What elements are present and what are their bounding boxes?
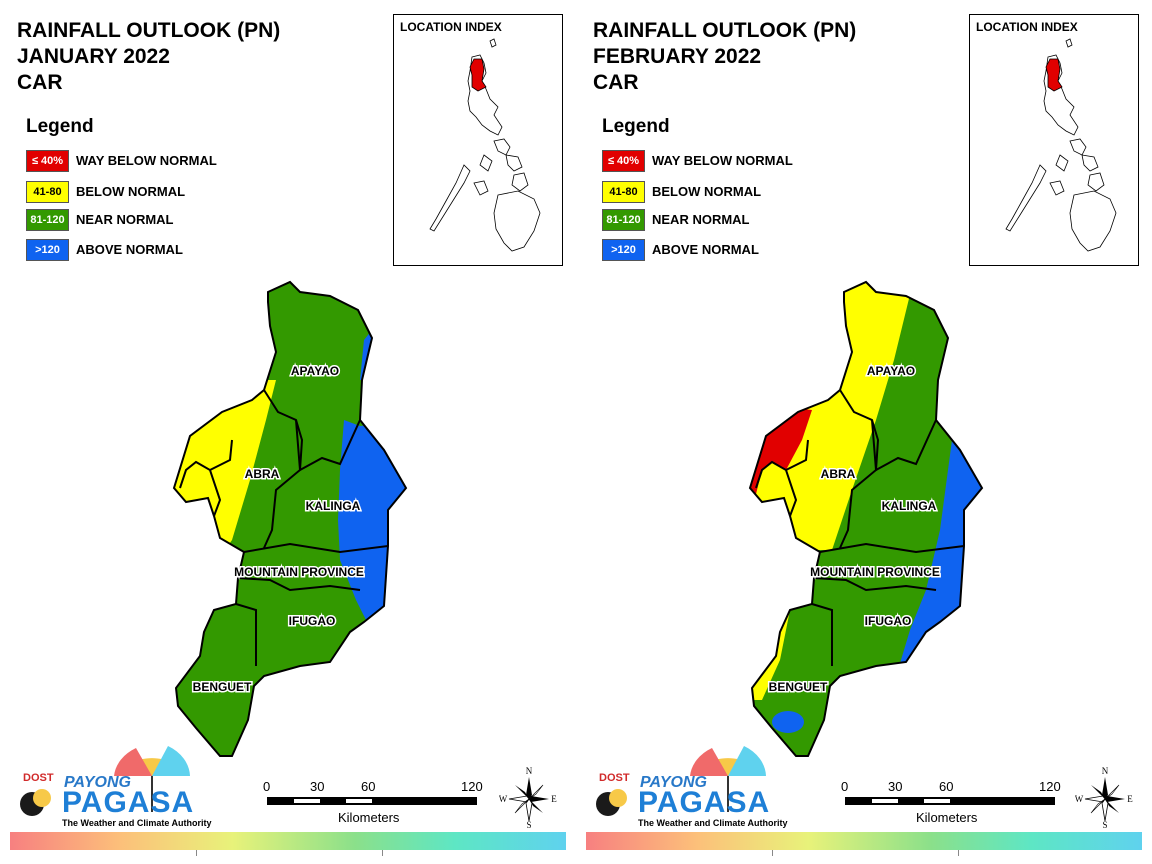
legend-swatch: 41-80 bbox=[26, 181, 69, 203]
logo-payong-text: PAYONG bbox=[640, 774, 707, 791]
scale-tick: 30 bbox=[310, 779, 325, 794]
above-normal-patch bbox=[772, 711, 804, 733]
color-footer-strip bbox=[10, 832, 566, 856]
legend-swatch: >120 bbox=[602, 239, 645, 261]
legend-title: Legend bbox=[26, 116, 94, 137]
svg-text:W: W bbox=[499, 794, 508, 804]
province-boundaries bbox=[172, 280, 408, 757]
province-boundaries bbox=[748, 280, 984, 757]
legend-swatch: 81-120 bbox=[602, 209, 645, 231]
svg-text:S: S bbox=[1102, 820, 1107, 830]
svg-text:E: E bbox=[551, 794, 557, 804]
legend-label: ABOVE NORMAL bbox=[76, 242, 183, 257]
title-line-1: RAINFALL OUTLOOK (PN) bbox=[593, 19, 857, 42]
title-line-1: RAINFALL OUTLOOK (PN) bbox=[17, 19, 281, 42]
scale-tick: 120 bbox=[461, 779, 483, 794]
logo-payong-text: PAYONG bbox=[64, 774, 131, 791]
philippines-outline-icon bbox=[429, 38, 541, 252]
scale-tick: 60 bbox=[361, 779, 376, 794]
legend-swatch: ≤ 40% bbox=[26, 150, 69, 172]
legend-label: BELOW NORMAL bbox=[76, 184, 186, 199]
province-label-abra: ABRA bbox=[821, 467, 856, 481]
inset-title: LOCATION INDEX bbox=[976, 20, 1078, 34]
outlook-panel-january: RAINFALL OUTLOOK (PN) JANUARY 2022 CAR L… bbox=[10, 14, 566, 856]
car-region-highlight bbox=[1045, 58, 1063, 92]
legend-title: Legend bbox=[602, 116, 670, 137]
legend-swatch: >120 bbox=[26, 239, 69, 261]
province-label-apayao: APAYAO bbox=[867, 364, 915, 378]
way-below-normal-zone bbox=[750, 400, 812, 494]
umbrella-icon bbox=[596, 746, 766, 816]
payong-pagasa-logo: DOST PAYONG PAGASA The Weather and Clima… bbox=[594, 738, 788, 834]
compass-rose-icon: N S W E bbox=[499, 766, 558, 830]
scale-bar-graphic bbox=[845, 797, 1055, 805]
location-index-inset: LOCATION INDEX bbox=[969, 14, 1139, 266]
car-rainfall-map: APAYAO ABRA KALINGA MOUNTAIN PROVINCE IF… bbox=[748, 280, 984, 757]
svg-text:S: S bbox=[526, 820, 531, 830]
logo-pagasa-text: PAGASA bbox=[638, 786, 771, 819]
province-label-ifugao: IFUGAO bbox=[289, 614, 336, 628]
province-label-mountain-province: MOUNTAIN PROVINCE bbox=[810, 565, 940, 579]
province-label-benguet: BENGUET bbox=[193, 680, 252, 694]
scale-tick: 0 bbox=[841, 779, 849, 794]
province-label-kalinga: KALINGA bbox=[882, 499, 937, 513]
scale-unit: Kilometers bbox=[916, 810, 978, 825]
scale-bar: 0 30 60 120 Kilometers bbox=[260, 776, 490, 836]
logo-pagasa-text: PAGASA bbox=[62, 786, 195, 819]
scale-tick: 0 bbox=[263, 779, 271, 794]
title-line-2: JANUARY 2022 bbox=[17, 45, 170, 68]
compass-rose-icon: N S W E bbox=[1075, 766, 1134, 830]
legend-label: NEAR NORMAL bbox=[652, 212, 750, 227]
title-line-2: FEBRUARY 2022 bbox=[593, 45, 762, 68]
scale-bar: 0 30 60 120 Kilometers bbox=[838, 776, 1068, 836]
province-label-kalinga: KALINGA bbox=[306, 499, 361, 513]
map-title: RAINFALL OUTLOOK (PN) FEBRUARY 2022 CAR bbox=[593, 18, 856, 96]
map-title: RAINFALL OUTLOOK (PN) JANUARY 2022 CAR bbox=[17, 18, 280, 96]
philippines-outline-icon bbox=[1005, 38, 1117, 252]
svg-text:W: W bbox=[1075, 794, 1084, 804]
province-label-abra: ABRA bbox=[245, 467, 280, 481]
legend-label: ABOVE NORMAL bbox=[652, 242, 759, 257]
umbrella-icon bbox=[20, 746, 190, 816]
province-label-apayao: APAYAO bbox=[291, 364, 339, 378]
color-footer-strip bbox=[586, 832, 1142, 856]
legend-label: WAY BELOW NORMAL bbox=[76, 153, 217, 168]
title-line-3: CAR bbox=[17, 71, 63, 94]
legend-label: WAY BELOW NORMAL bbox=[652, 153, 793, 168]
inset-title: LOCATION INDEX bbox=[400, 20, 502, 34]
location-index-inset: LOCATION INDEX bbox=[393, 14, 563, 266]
title-line-3: CAR bbox=[593, 71, 639, 94]
province-label-mountain-province: MOUNTAIN PROVINCE bbox=[234, 565, 364, 579]
scale-unit: Kilometers bbox=[338, 810, 400, 825]
legend-swatch: 41-80 bbox=[602, 181, 645, 203]
province-label-benguet: BENGUET bbox=[769, 680, 828, 694]
logo-dost-text: DOST bbox=[599, 772, 630, 784]
scale-tick: 120 bbox=[1039, 779, 1061, 794]
logo-tagline: The Weather and Climate Authority bbox=[638, 818, 788, 828]
payong-pagasa-logo: DOST PAYONG PAGASA The Weather and Clima… bbox=[18, 738, 212, 834]
logo-dost-text: DOST bbox=[23, 772, 54, 784]
scale-bar-graphic bbox=[267, 797, 477, 805]
car-region-highlight bbox=[469, 58, 487, 92]
legend-swatch: ≤ 40% bbox=[602, 150, 645, 172]
legend-swatch: 81-120 bbox=[26, 209, 69, 231]
outlook-panel-february: RAINFALL OUTLOOK (PN) FEBRUARY 2022 CAR … bbox=[576, 0, 1152, 864]
svg-text:E: E bbox=[1127, 794, 1133, 804]
svg-text:N: N bbox=[1102, 766, 1109, 776]
province-label-ifugao: IFUGAO bbox=[865, 614, 912, 628]
scale-tick: 30 bbox=[888, 779, 903, 794]
scale-tick: 60 bbox=[939, 779, 954, 794]
north-arrow-compass: N S W E bbox=[1075, 765, 1135, 831]
svg-text:N: N bbox=[526, 766, 533, 776]
north-arrow-compass: N S W E bbox=[499, 765, 559, 831]
legend-label: NEAR NORMAL bbox=[76, 212, 174, 227]
legend-label: BELOW NORMAL bbox=[652, 184, 762, 199]
near-normal-zone bbox=[174, 282, 406, 756]
logo-tagline: The Weather and Climate Authority bbox=[62, 818, 212, 828]
car-rainfall-map: APAYAO ABRA KALINGA MOUNTAIN PROVINCE IF… bbox=[172, 280, 408, 757]
